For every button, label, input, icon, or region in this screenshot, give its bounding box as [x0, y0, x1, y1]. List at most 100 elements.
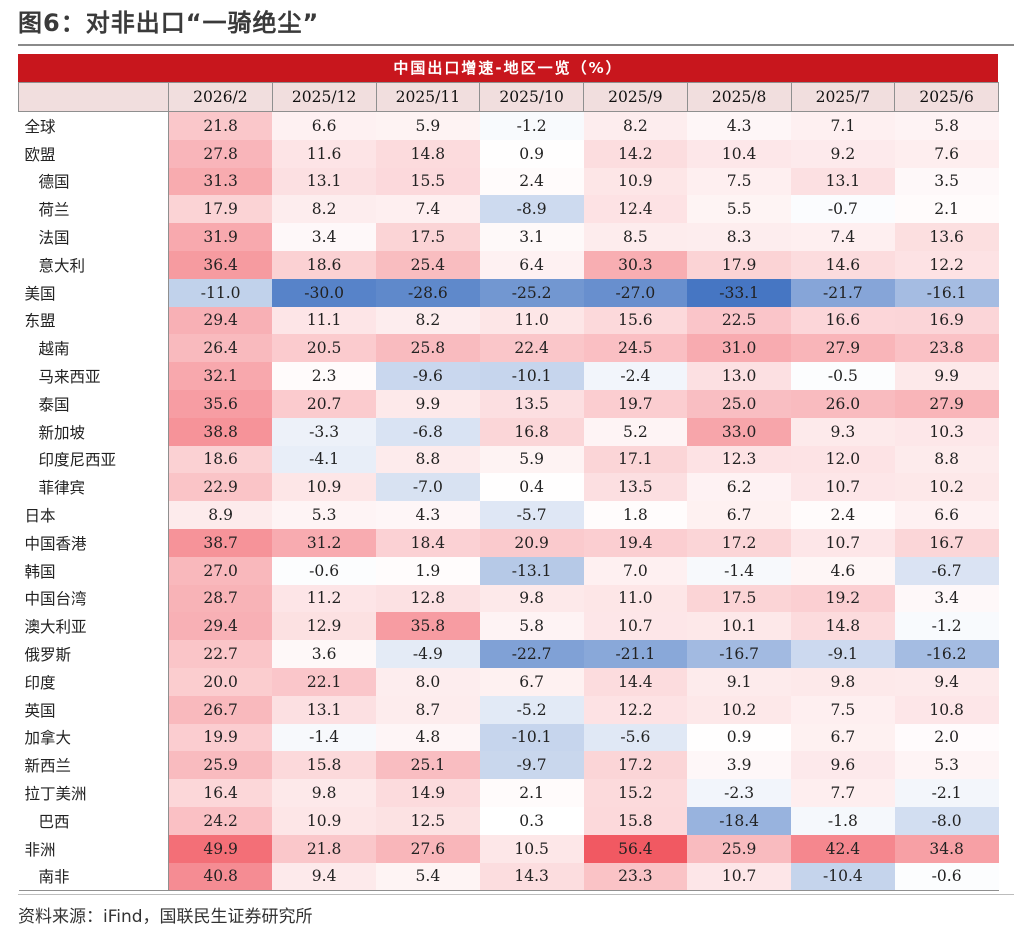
heatmap-cell: 9.8	[479, 584, 584, 613]
table-row: 越南 26.4 20.5 25.8 22.4 24.5 31.0 27.9 23.8	[18, 334, 999, 363]
heatmap-cell: 9.9	[376, 389, 480, 418]
heatmap-cell: 27.0	[168, 556, 273, 585]
heatmap-cell: 2.3	[272, 362, 376, 390]
heatmap-cell: -27.0	[583, 278, 688, 307]
heatmap-cell: 8.9	[168, 501, 273, 529]
heatmap-cell: 4.3	[376, 501, 480, 529]
row-label: 全球	[18, 110, 169, 140]
heatmap-cell: 22.1	[272, 667, 376, 696]
heatmap-cell: 12.5	[376, 806, 480, 835]
heatmap-cell: 27.8	[168, 139, 273, 168]
heatmap-cell: 10.3	[894, 417, 999, 446]
row-label: 巴西	[18, 806, 169, 835]
heatmap-cell: 5.8	[479, 612, 584, 641]
heatmap-cell: 35.6	[168, 389, 273, 418]
heatmap-cell: -4.1	[272, 445, 376, 474]
heatmap-cell: 12.3	[687, 445, 791, 474]
heatmap-cell: -10.4	[791, 862, 895, 892]
heatmap-cell: 4.8	[376, 723, 480, 752]
heatmap-cell: 12.0	[791, 445, 895, 474]
bottom-rule	[18, 894, 1014, 895]
heatmap-cell: 23.3	[583, 862, 688, 892]
table-row: 欧盟 27.8 11.6 14.8 0.9 14.2 10.4 9.2 7.6	[18, 139, 999, 168]
table-row: 德国 31.3 13.1 15.5 2.4 10.9 7.5 13.1 3.5	[18, 167, 999, 196]
heatmap-cell: 9.1	[687, 667, 791, 696]
heatmap-cell: 10.9	[272, 473, 376, 502]
heatmap-cell: 27.6	[376, 834, 480, 863]
row-label: 南非	[18, 862, 169, 892]
heatmap-cell: 12.9	[272, 612, 376, 641]
table-row: 法国 31.9 3.4 17.5 3.1 8.5 8.3 7.4 13.6	[18, 223, 999, 251]
heatmap-cell: 6.7	[687, 501, 791, 529]
heatmap-cell: 9.4	[894, 667, 999, 696]
heatmap-cell: -5.6	[583, 723, 688, 752]
heatmap-cell: 0.9	[479, 139, 584, 168]
heatmap-cell: -30.0	[272, 278, 376, 307]
heatmap-cell: 6.6	[272, 110, 376, 140]
table-row: 澳大利亚 29.4 12.9 35.8 5.8 10.7 10.1 14.8 -1.2	[18, 612, 999, 641]
heatmap-cell: 7.0	[583, 556, 688, 585]
heatmap-cell: 18.6	[168, 445, 273, 474]
row-label: 东盟	[18, 306, 169, 335]
heatmap-cell: 8.8	[376, 445, 480, 474]
row-label: 法国	[18, 223, 169, 251]
heatmap-cell: -4.9	[376, 640, 480, 668]
heatmap-cell: 14.8	[791, 612, 895, 641]
heatmap-cell: 7.4	[376, 195, 480, 224]
column-header: 2025/10	[479, 82, 584, 112]
column-header: 2025/8	[686, 82, 792, 112]
heatmap-cell: -16.2	[894, 640, 999, 668]
heatmap-cell: 9.3	[791, 417, 895, 446]
row-label: 中国台湾	[18, 584, 169, 613]
heatmap-cell: 7.5	[791, 695, 895, 724]
heatmap-cell: 35.8	[376, 612, 480, 641]
heatmap-cell: -1.4	[687, 556, 791, 585]
row-label: 马来西亚	[18, 362, 169, 390]
heatmap-cell: 13.1	[272, 167, 376, 196]
heatmap-cell: 10.9	[272, 806, 376, 835]
heatmap-cell: -10.1	[479, 362, 584, 390]
heatmap-cell: 14.8	[376, 139, 480, 168]
heatmap-cell: 15.8	[272, 751, 376, 780]
row-label: 荷兰	[18, 195, 169, 224]
heatmap-cell: -16.7	[687, 640, 791, 668]
table-row: 非洲 49.9 21.8 27.6 10.5 56.4 25.9 42.4 34.8	[18, 834, 999, 863]
table-row: 巴西 24.2 10.9 12.5 0.3 15.8 -18.4 -1.8 -8.0	[18, 806, 999, 835]
heatmap-cell: 16.6	[791, 306, 895, 335]
heatmap-cell: 10.7	[583, 612, 688, 641]
heatmap-cell: -13.1	[479, 556, 584, 585]
header-corner	[18, 82, 169, 112]
heatmap-cell: 5.4	[376, 862, 480, 892]
heatmap-cell: 31.2	[272, 528, 376, 557]
row-label: 意大利	[18, 250, 169, 279]
row-label: 越南	[18, 334, 169, 363]
heatmap-cell: -7.0	[376, 473, 480, 502]
heatmap-cell: 10.4	[687, 139, 791, 168]
heatmap-cell: 0.3	[479, 806, 584, 835]
figure-title: 图6：对非出口“一骑绝尘”	[18, 9, 320, 37]
heatmap-cell: -1.4	[272, 723, 376, 752]
heatmap-cell: -28.6	[376, 278, 480, 307]
table-row: 日本 8.9 5.3 4.3 -5.7 1.8 6.7 2.4 6.6	[18, 501, 999, 529]
row-label: 韩国	[18, 556, 169, 585]
heatmap-cell: 8.2	[272, 195, 376, 224]
heatmap-cell: 5.9	[479, 445, 584, 474]
heatmap-cell: 31.3	[168, 167, 273, 196]
heatmap-cell: 15.5	[376, 167, 480, 196]
heatmap-cell: -18.4	[687, 806, 791, 835]
heatmap-cell: 2.4	[479, 167, 584, 196]
column-header: 2025/6	[894, 82, 999, 112]
table-banner-title: 中国出口增速-地区一览（%）	[18, 54, 998, 82]
heatmap-cell: 18.4	[376, 528, 480, 557]
table-row: 加拿大 19.9 -1.4 4.8 -10.1 -5.6 0.9 6.7 2.0	[18, 723, 999, 752]
heatmap-cell: 14.6	[791, 250, 895, 279]
heatmap-cell: 8.0	[376, 667, 480, 696]
heatmap-cell: 9.2	[791, 139, 895, 168]
heatmap-cell: 25.1	[376, 751, 480, 780]
heatmap-cell: 10.7	[791, 528, 895, 557]
heatmap-cell: 13.1	[791, 167, 895, 196]
heatmap-cell: 12.8	[376, 584, 480, 613]
heatmap-cell: 25.9	[687, 834, 791, 863]
heatmap-cell: 17.2	[687, 528, 791, 557]
heatmap-cell: -1.2	[479, 110, 584, 140]
